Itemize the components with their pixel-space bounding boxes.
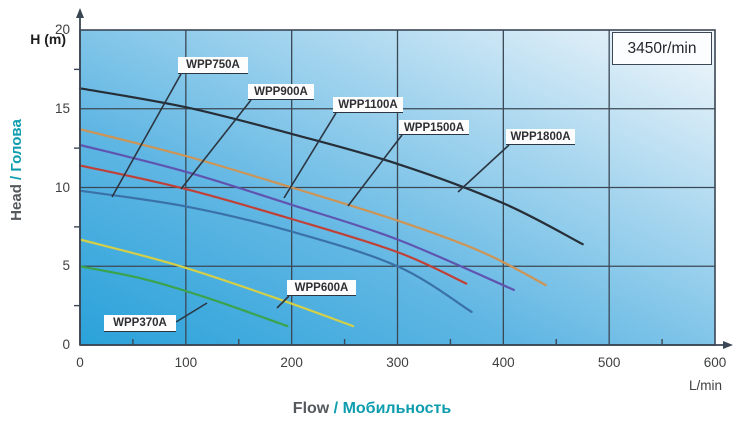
y-tick-5: 5 xyxy=(62,258,70,274)
y-axis-title: Head / Голова xyxy=(8,85,28,255)
x-tick-500: 500 xyxy=(597,355,621,370)
curve-wpp370a xyxy=(78,265,289,328)
curve-wpp750a xyxy=(78,189,473,313)
series-label-wpp900a: WPP900A xyxy=(248,84,314,100)
x-tick-200: 200 xyxy=(280,355,303,370)
series-label-wpp600a: WPP600A xyxy=(287,280,356,296)
x-tick-400: 400 xyxy=(492,355,515,370)
leader-wpp1100a xyxy=(283,112,337,199)
leader-wpp900a xyxy=(180,99,252,190)
y-tick-0: 0 xyxy=(62,337,70,352)
x-tick-100: 100 xyxy=(174,355,198,370)
y-axis-unit: H (m) xyxy=(30,31,66,47)
axes xyxy=(74,8,733,349)
leader-wpp750a xyxy=(111,73,182,198)
x-title-primary: Flow xyxy=(292,400,330,417)
leader-wpp1500a xyxy=(347,134,403,207)
y-title-separator: / xyxy=(8,171,25,185)
speed-annotation-text: 3450r/min xyxy=(627,39,697,57)
curve-wpp600a xyxy=(78,238,355,328)
leader-wpp370a xyxy=(175,302,208,323)
curve-wpp1800a xyxy=(78,87,584,246)
x-title-separator: / xyxy=(329,400,343,417)
series-label-wpp1800a: WPP1800A xyxy=(506,129,575,145)
series-label-wpp750a: WPP750A xyxy=(178,57,248,74)
y-title-secondary: Голова xyxy=(8,119,25,172)
leader-wpp1800a xyxy=(457,144,510,193)
x-title-secondary: Мобильность xyxy=(342,400,452,417)
x-tick-600: 600 xyxy=(703,355,727,370)
leader-wpp600a xyxy=(276,295,290,309)
series-label-wpp1500a: WPP1500A xyxy=(399,120,469,135)
x-tick-300: 300 xyxy=(386,355,409,370)
series-label-wpp1100a: WPP1100A xyxy=(333,97,403,113)
y-tick-20: 20 xyxy=(54,22,70,37)
x-axis-title: Flow / Мобильность xyxy=(227,400,517,418)
x-tick-0: 0 xyxy=(76,355,84,370)
series-label-wpp370a: WPP370A xyxy=(104,315,176,332)
x-axis-unit: L/min xyxy=(688,378,722,393)
curve-wpp1100a xyxy=(78,143,515,291)
curve-wpp900a xyxy=(78,164,468,285)
pump-curves xyxy=(78,87,584,328)
y-tick-15: 15 xyxy=(54,100,70,116)
label-leader-lines xyxy=(111,73,510,323)
y-tick-10: 10 xyxy=(54,179,70,195)
y-title-primary: Head xyxy=(8,184,25,221)
speed-annotation-box: 3450r/min xyxy=(612,32,712,65)
curve-wpp1500a xyxy=(78,128,547,287)
